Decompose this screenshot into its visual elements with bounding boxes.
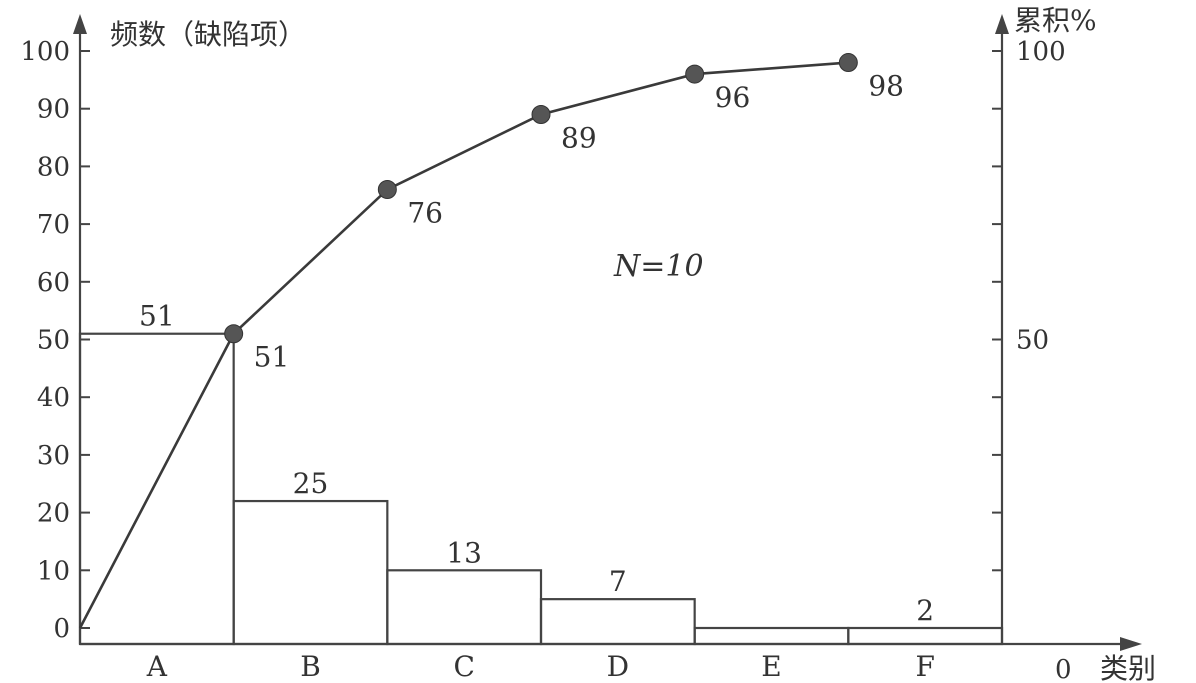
left-tick-label: 50 bbox=[37, 326, 70, 356]
left-tick-label: 10 bbox=[37, 556, 70, 586]
bar-value-label: 13 bbox=[446, 536, 482, 569]
cumulative-line bbox=[78, 61, 849, 629]
bar bbox=[232, 499, 389, 646]
bar bbox=[386, 569, 543, 646]
bar-value-label: 51 bbox=[139, 300, 175, 333]
cumulative-curve: 51 76 89 96 98 bbox=[78, 53, 904, 629]
bar bbox=[78, 332, 235, 646]
bar bbox=[693, 626, 850, 646]
right-axis-title: 累积% bbox=[1014, 4, 1097, 37]
x-axis-arrow bbox=[1120, 637, 1142, 651]
left-tick-label: 100 bbox=[20, 37, 70, 67]
left-tick-label: 70 bbox=[37, 210, 70, 240]
bar bbox=[847, 626, 1004, 646]
x-origin-label: 0 bbox=[1055, 655, 1072, 683]
cumulative-point-label: 98 bbox=[868, 70, 904, 103]
cumulative-point bbox=[531, 104, 551, 124]
left-tick-label: 60 bbox=[37, 268, 70, 298]
cumulative-point bbox=[377, 179, 397, 199]
cumulative-point-label: 89 bbox=[561, 121, 597, 154]
bar bbox=[539, 598, 696, 646]
cumulative-point bbox=[838, 53, 858, 73]
category-label: F bbox=[915, 650, 934, 683]
right-tick-label: 50 bbox=[1016, 326, 1049, 356]
left-tick-label: 40 bbox=[37, 383, 70, 413]
bar-value-label: 7 bbox=[609, 565, 627, 598]
right-y-axis-arrow bbox=[995, 14, 1009, 34]
left-tick-label: 20 bbox=[37, 499, 70, 529]
x-axis-title: 类别 bbox=[1100, 652, 1156, 683]
cumulative-point-label: 51 bbox=[254, 341, 290, 374]
cumulative-point bbox=[224, 324, 244, 344]
right-axis-ticks: 50 100 bbox=[992, 37, 1066, 629]
bars bbox=[78, 332, 1004, 646]
left-axis-ticks: 0 10 20 30 40 50 60 70 80 90 100 bbox=[20, 37, 90, 644]
left-tick-label: 0 bbox=[53, 614, 70, 644]
left-axis-title: 频数（缺陷项） bbox=[110, 18, 306, 51]
left-tick-label: 30 bbox=[37, 441, 70, 471]
category-label: A bbox=[146, 650, 168, 683]
left-tick-label: 80 bbox=[37, 152, 70, 182]
cumulative-point-label: 76 bbox=[407, 196, 443, 229]
category-label: C bbox=[453, 650, 474, 683]
sample-size-annotation: N=10 bbox=[613, 249, 704, 284]
bar-value-label: 2 bbox=[916, 594, 934, 627]
left-y-axis-arrow bbox=[73, 14, 87, 34]
category-label: E bbox=[761, 650, 781, 683]
bar-value-label: 25 bbox=[293, 467, 329, 500]
category-label: D bbox=[607, 650, 629, 683]
category-labels: A B C D E F bbox=[146, 650, 935, 683]
bar-labels: 51 25 13 7 2 bbox=[139, 300, 934, 627]
category-label: B bbox=[300, 650, 321, 683]
right-tick-label: 100 bbox=[1016, 37, 1066, 67]
cumulative-point-label: 96 bbox=[715, 81, 751, 114]
cumulative-point bbox=[685, 64, 705, 84]
left-tick-label: 90 bbox=[37, 95, 70, 125]
